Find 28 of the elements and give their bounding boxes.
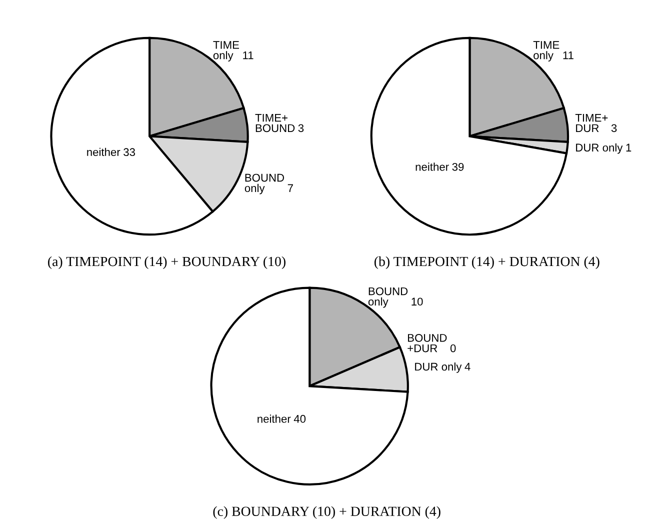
slice-label: DUR only bbox=[576, 143, 623, 154]
data-label: 40 bbox=[294, 414, 306, 423]
data-label: 10 bbox=[412, 298, 423, 306]
slice-label: DUR only bbox=[415, 362, 462, 373]
data-label: 4 bbox=[464, 362, 470, 371]
slice-label: TIME+ DUR bbox=[575, 114, 608, 132]
data-label: 3 bbox=[611, 124, 617, 132]
slice-label: TIME only bbox=[533, 41, 560, 62]
data-label: 33 bbox=[124, 148, 135, 156]
slice-label: BOUND only bbox=[368, 287, 408, 308]
text: 0 bbox=[450, 344, 456, 352]
slice-label: TIME only bbox=[213, 41, 240, 62]
data-label: 3 bbox=[298, 124, 304, 132]
slice-label: TIME+ BOUND bbox=[255, 114, 295, 132]
slice-label: neither bbox=[416, 162, 449, 171]
data-label: 7 bbox=[288, 184, 293, 192]
text: (a) TIMEPOINT (14) + BOUNDARY (10) bbox=[48, 256, 286, 270]
data-label: 11 bbox=[563, 52, 574, 60]
text: (c) BOUNDARY (10) + DURATION (4) bbox=[213, 506, 440, 519]
data-label: 1 bbox=[626, 144, 632, 152]
data-label: 11 bbox=[243, 52, 254, 60]
slice-label: BOUND only bbox=[244, 174, 284, 194]
text: (b) TIMEPOINT (14) + DURATION (4) bbox=[374, 256, 600, 270]
data-label: 39 bbox=[452, 162, 464, 171]
slice-label: neither bbox=[87, 148, 120, 156]
category-label: BOUND +DUR bbox=[408, 334, 447, 352]
pie-slice bbox=[210, 286, 409, 486]
slice-label: neither bbox=[258, 414, 291, 423]
